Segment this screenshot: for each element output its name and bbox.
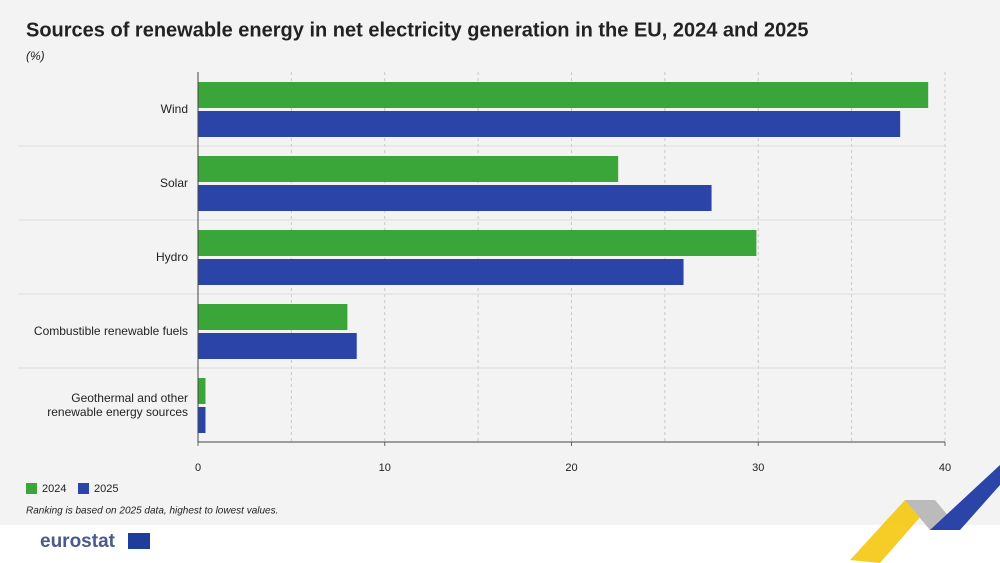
x-tick-label: 20: [565, 462, 577, 474]
chart-title: Sources of renewable energy in net elect…: [26, 19, 809, 41]
bar: [198, 111, 901, 137]
bar: [198, 333, 357, 359]
logo: eurostat: [40, 531, 116, 552]
subtitle: (%): [26, 49, 45, 63]
bar: [198, 304, 348, 330]
logo-flag: [128, 533, 150, 549]
bar: [198, 82, 929, 108]
bar: [198, 230, 757, 256]
x-tick-label: 30: [752, 462, 764, 474]
bar: [198, 378, 206, 404]
x-tick-label: 0: [195, 462, 201, 474]
legend-label: 2025: [94, 483, 118, 495]
y-tick-label: Wind: [160, 102, 188, 116]
x-tick-label: 10: [379, 462, 391, 474]
decoration: [930, 465, 1000, 530]
note: Ranking is based on 2025 data, highest t…: [26, 506, 278, 517]
y-tick-label: Geothermal and other renewable energy so…: [47, 391, 188, 419]
bar: [198, 259, 684, 285]
y-tick-label: Solar: [159, 176, 188, 190]
decoration: [850, 500, 935, 563]
legend-swatch: [78, 483, 89, 494]
bar: [198, 185, 712, 211]
legend-label: 2024: [42, 483, 66, 495]
y-tick-label: Hydro: [155, 250, 188, 264]
x-tick-label: 40: [939, 462, 951, 474]
legend-swatch: [26, 483, 37, 494]
bar: [198, 407, 206, 433]
bar: [198, 156, 619, 182]
y-tick-label: Combustible renewable fuels: [33, 324, 188, 338]
